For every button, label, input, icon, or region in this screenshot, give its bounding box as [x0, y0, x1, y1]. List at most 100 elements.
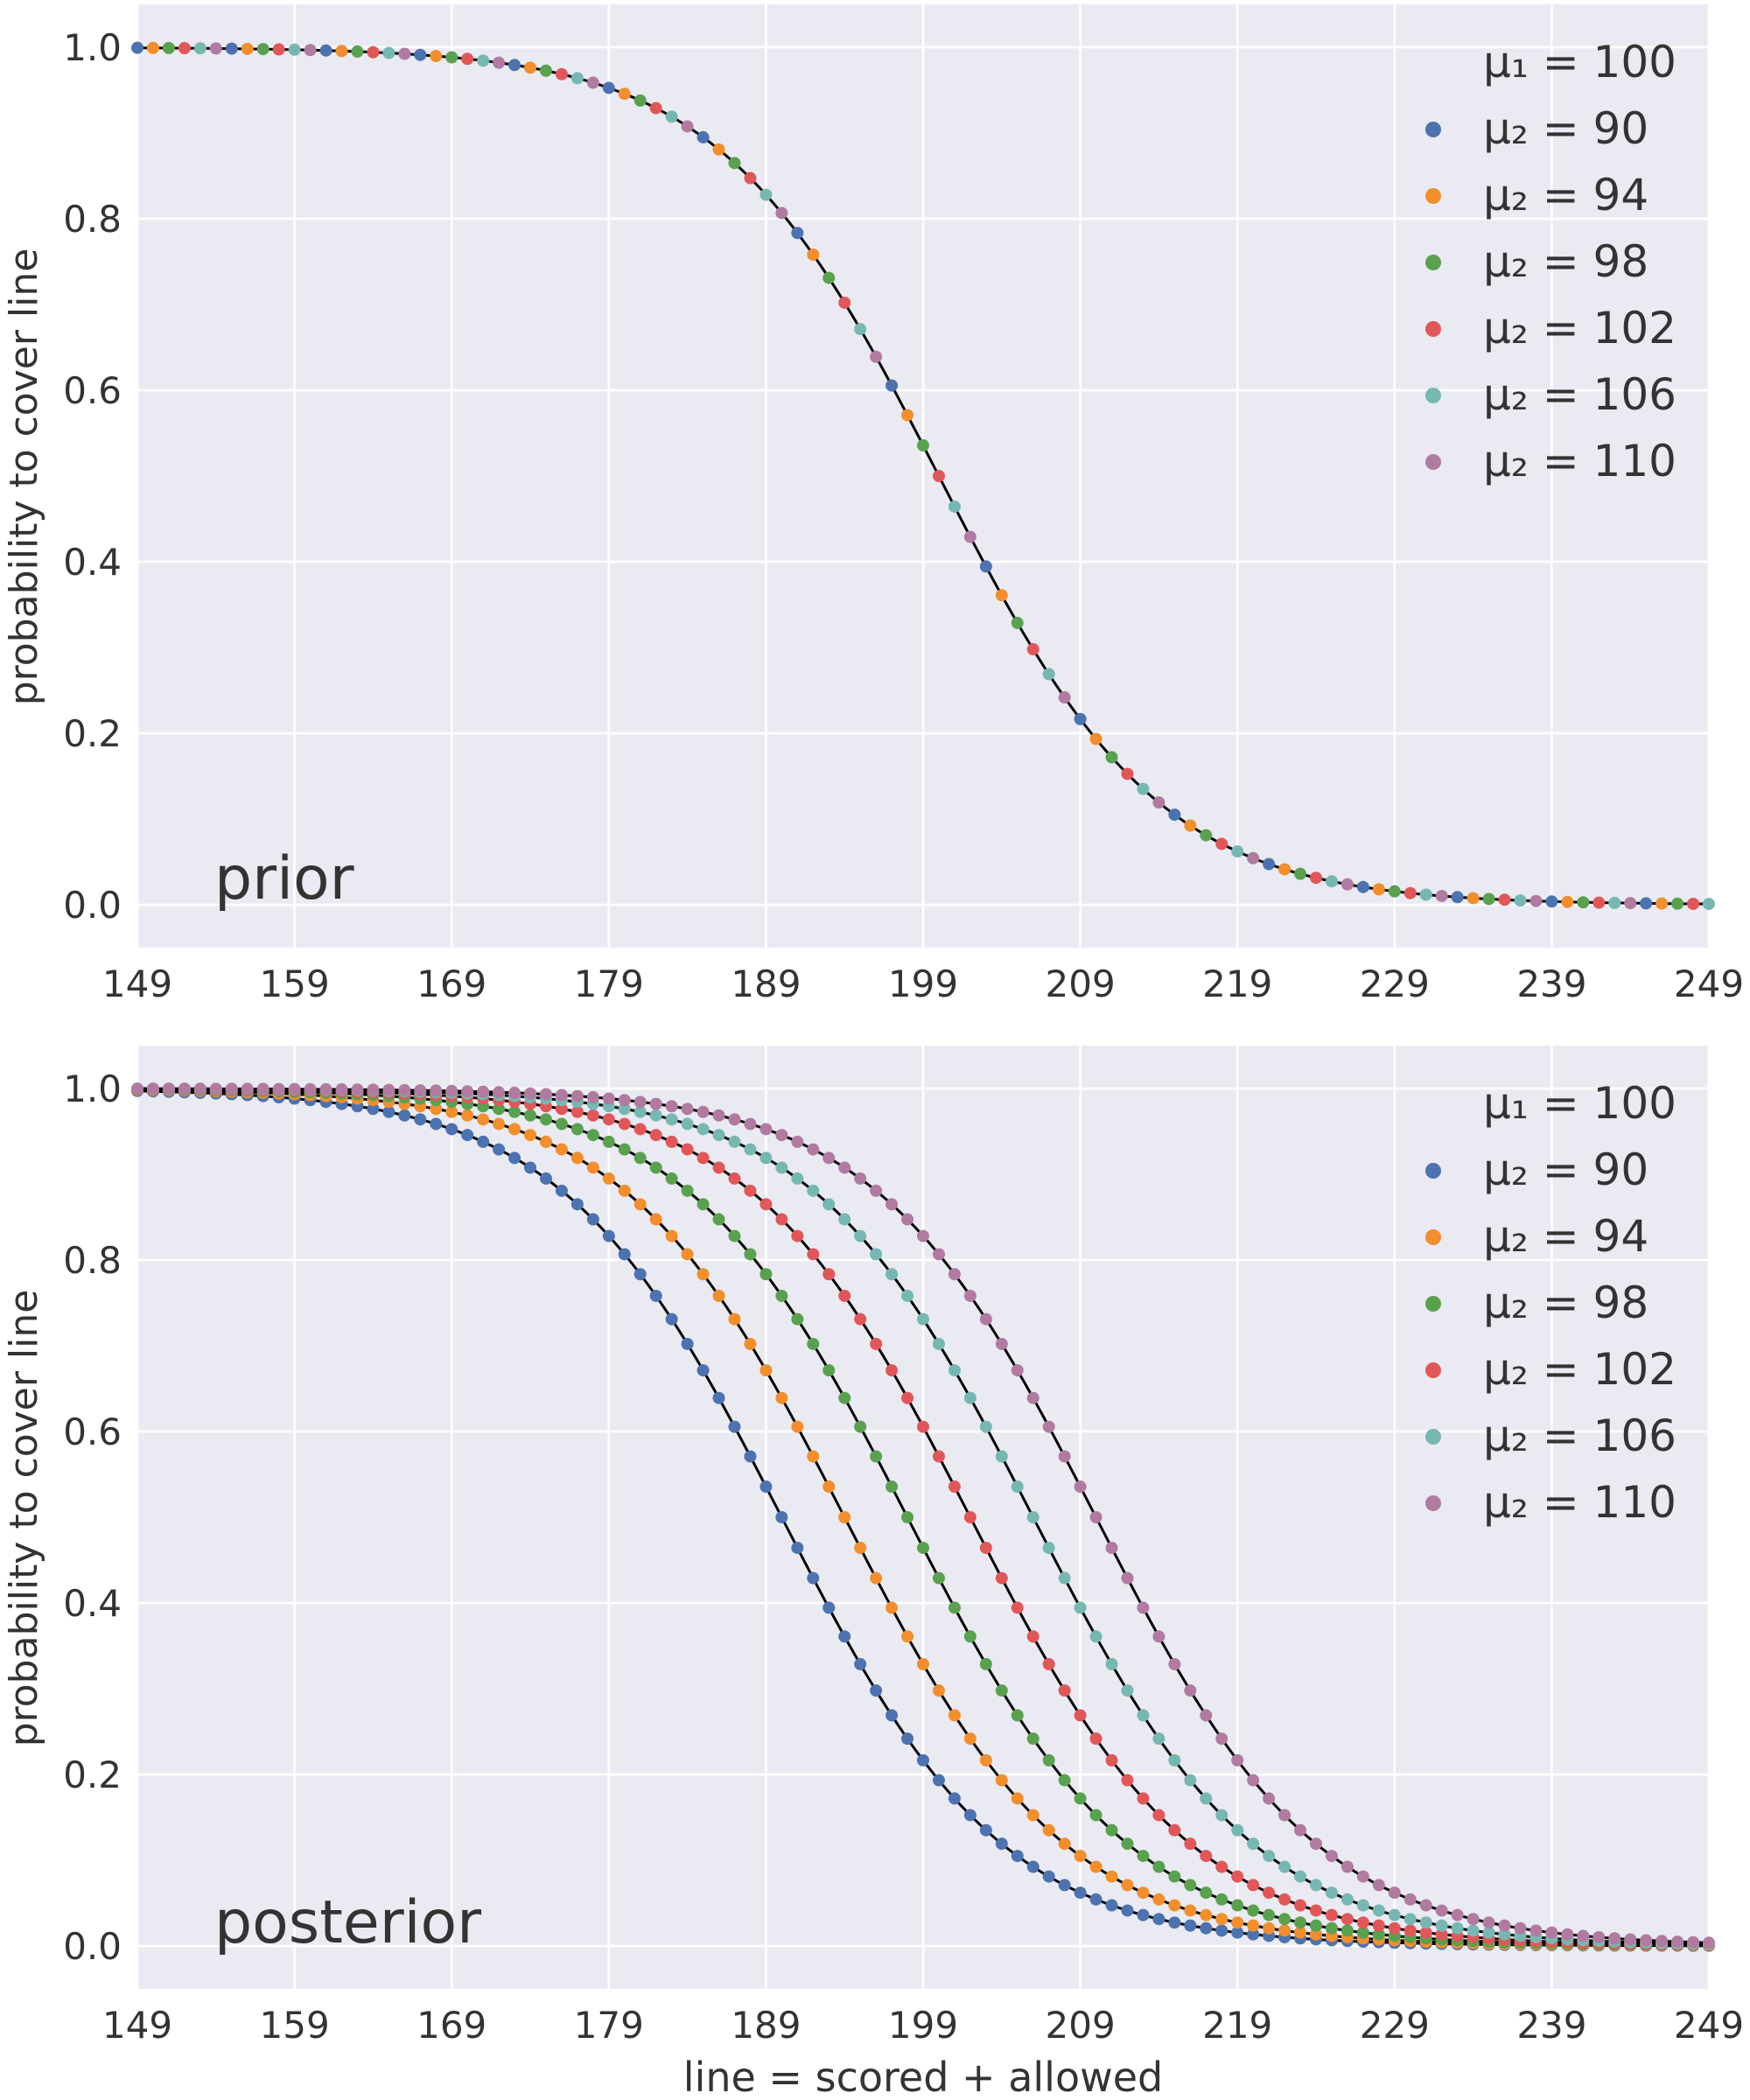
data-point	[586, 1091, 599, 1104]
data-point	[712, 1129, 725, 1142]
data-point	[901, 1391, 914, 1404]
data-point	[1042, 1754, 1055, 1767]
data-point	[1184, 1684, 1197, 1698]
data-point	[430, 1102, 443, 1116]
data-point	[1608, 1932, 1621, 1945]
data-point	[493, 1117, 506, 1130]
data-point	[1310, 1919, 1322, 1932]
data-point	[1592, 1930, 1606, 1943]
data-point	[1310, 1904, 1322, 1917]
data-point	[665, 1229, 678, 1242]
data-point	[1482, 892, 1495, 906]
data-point	[963, 1630, 976, 1643]
prior-panel: 0.0 0.2 0.4 0.6 0.8 1.0 149 159 169 179 189 199 209…	[2, 4, 1744, 1005]
data-point	[948, 1268, 961, 1281]
data-point	[712, 1213, 725, 1226]
data-point	[209, 42, 222, 55]
data-point	[681, 1117, 694, 1130]
prior-gridlines	[136, 4, 1711, 948]
data-point	[1137, 1908, 1150, 1922]
data-point	[1388, 885, 1401, 898]
data-point	[1215, 1913, 1228, 1926]
data-point	[760, 1198, 773, 1211]
data-point	[1278, 863, 1292, 876]
data-point	[618, 1102, 631, 1116]
data-point	[539, 1088, 552, 1101]
data-point	[791, 1312, 804, 1326]
data-point	[1089, 732, 1102, 746]
data-point	[1419, 888, 1432, 901]
data-point	[665, 1113, 678, 1126]
x-tick-label: 199	[888, 2004, 958, 2047]
data-point	[1074, 1480, 1087, 1494]
data-point	[1200, 1908, 1213, 1922]
data-point	[398, 1109, 411, 1122]
data-point	[838, 1391, 851, 1404]
data-point	[1137, 1886, 1150, 1900]
data-point	[1310, 872, 1322, 885]
data-point	[1278, 1913, 1292, 1926]
data-point	[681, 1102, 694, 1116]
legend-marker	[1425, 454, 1441, 470]
data-point	[822, 1198, 836, 1211]
data-point	[414, 48, 427, 61]
data-point	[1356, 1870, 1369, 1883]
data-point	[1011, 1792, 1024, 1805]
data-point	[807, 1337, 820, 1350]
data-point	[304, 1082, 317, 1096]
data-point	[1089, 1630, 1102, 1643]
prior-y-tick-labels: 0.0 0.2 0.4 0.6 0.8 1.0	[63, 26, 122, 927]
data-point	[917, 1312, 929, 1326]
data-point	[1121, 1684, 1134, 1698]
data-point	[1152, 796, 1166, 809]
data-point	[618, 1184, 631, 1197]
legend-entry: μ₂ = 98	[1483, 1278, 1648, 1328]
x-tick-label: 219	[1202, 962, 1272, 1005]
data-point	[917, 1420, 929, 1433]
y-tick-label: 1.0	[63, 26, 122, 69]
data-point	[775, 1129, 788, 1142]
data-point	[1310, 1838, 1322, 1851]
prior-x-tick-labels: 149 159 169 179 189 199 209 219 229 239 249	[102, 962, 1744, 1005]
data-point	[649, 1161, 662, 1174]
posterior-x-tick-labels: 149 159 169 179 189 199 209 219 229 239 249	[102, 2004, 1744, 2047]
data-point	[634, 1152, 647, 1165]
data-point	[681, 1143, 694, 1156]
y-tick-label: 0.0	[63, 1925, 122, 1968]
data-point	[1074, 1601, 1087, 1614]
data-point	[791, 1135, 804, 1148]
legend-entry: μ₂ = 94	[1483, 170, 1648, 220]
data-point	[1026, 643, 1040, 656]
data-point	[524, 1109, 536, 1122]
data-point	[1294, 1916, 1307, 1929]
x-tick-label: 149	[102, 962, 172, 1005]
legend-entry: μ₂ = 90	[1483, 1144, 1648, 1195]
data-point	[1121, 1838, 1134, 1851]
data-point	[712, 1161, 725, 1174]
data-point	[901, 1732, 914, 1746]
data-point	[618, 1248, 631, 1261]
data-point	[586, 1109, 599, 1122]
data-point	[414, 1113, 427, 1126]
data-point	[822, 271, 836, 284]
data-point	[319, 44, 332, 57]
data-point	[508, 59, 522, 72]
data-point	[1184, 1774, 1197, 1787]
data-point	[1624, 1933, 1637, 1946]
data-point	[901, 1630, 914, 1643]
data-point	[979, 1754, 992, 1767]
data-point	[1058, 1572, 1071, 1585]
data-point	[963, 1732, 976, 1746]
data-point	[1278, 1860, 1292, 1873]
posterior-gridlines	[136, 1046, 1711, 1989]
legend-entry: μ₂ = 106	[1483, 369, 1676, 420]
data-point	[775, 1391, 788, 1404]
data-point	[1089, 1732, 1102, 1746]
data-point	[838, 1213, 851, 1226]
data-point	[1356, 1916, 1369, 1929]
data-point	[870, 1184, 883, 1197]
data-point	[665, 1312, 678, 1326]
legend-entry: μ₂ = 102	[1483, 1344, 1676, 1395]
data-point	[932, 470, 945, 482]
data-point	[822, 1268, 836, 1281]
